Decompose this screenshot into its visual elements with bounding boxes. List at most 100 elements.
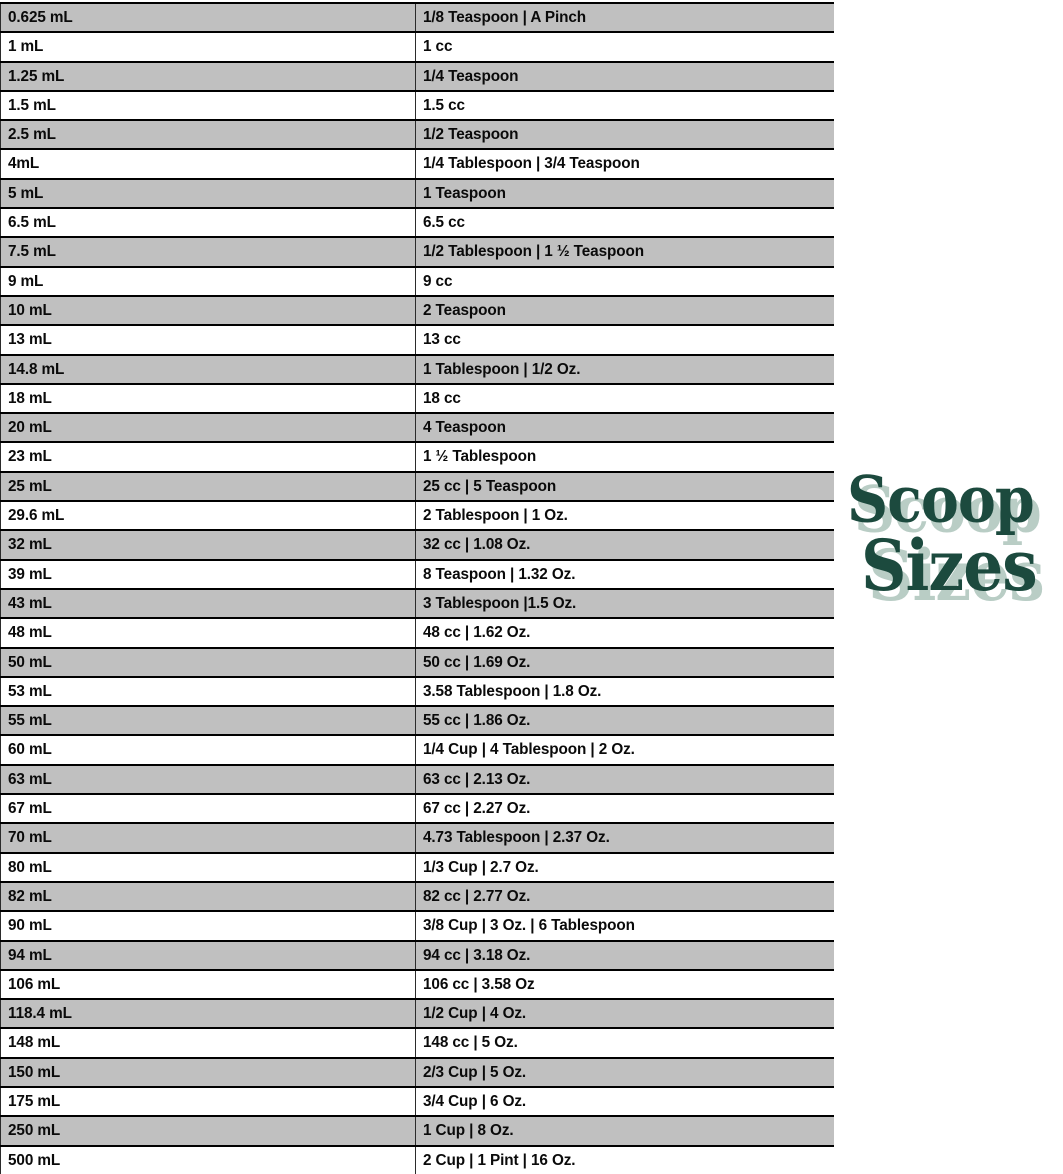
table-row: 250 mL 1 Cup | 8 Oz. — [0, 1115, 834, 1147]
table-row: 63 mL 63 cc | 2.13 Oz. — [0, 763, 834, 796]
table-row: 6.5 mL 6.5 cc — [0, 208, 834, 238]
table-row: 50 mL 50 cc | 1.69 Oz. — [0, 646, 834, 678]
cell-equivalents: 1 Teaspoon — [415, 177, 834, 210]
table-row: 13 mL 13 cc — [0, 325, 834, 355]
cell-volume-ml: 500 mL — [0, 1145, 416, 1174]
cell-volume-ml: 90 mL — [0, 911, 416, 941]
cell-equivalents: 1/8 Teaspoon | A Pinch — [415, 1, 834, 34]
table-row: 2.5 mL 1/2 Teaspoon — [0, 119, 834, 151]
cell-equivalents: 8 Teaspoon | 1.32 Oz. — [415, 559, 834, 589]
cell-volume-ml: 48 mL — [0, 618, 416, 648]
table-row: 1 mL 1 cc — [0, 32, 834, 62]
cell-volume-ml: 20 mL — [0, 412, 416, 444]
cell-volume-ml: 29.6 mL — [0, 501, 416, 531]
table-body: 0.625 mL 1/8 Teaspoon | A Pinch 1 mL 1 cc 1.… — [0, 1, 834, 1174]
table-row: 90 mL 3/8 Cup | 3 Oz. | 6 Tablespoon — [0, 911, 834, 941]
cell-volume-ml: 6.5 mL — [0, 208, 416, 238]
cell-equivalents: 63 cc | 2.13 Oz. — [415, 763, 834, 796]
cell-equivalents: 13 cc — [415, 325, 834, 355]
cell-equivalents: 1.5 cc — [415, 90, 834, 121]
cell-volume-ml: 32 mL — [0, 529, 416, 561]
cell-volume-ml: 55 mL — [0, 705, 416, 737]
cell-volume-ml: 13 mL — [0, 325, 416, 355]
cell-equivalents: 1 Tablespoon | 1/2 Oz. — [415, 353, 834, 385]
cell-volume-ml: 150 mL — [0, 1056, 416, 1088]
cell-volume-ml: 175 mL — [0, 1086, 416, 1117]
cell-equivalents: 3 Tablespoon |1.5 Oz. — [415, 587, 834, 620]
table-row: 5 mL 1 Teaspoon — [0, 177, 834, 210]
table-row: 9 mL 9 cc — [0, 266, 834, 296]
table-row: 60 mL 1/4 Cup | 4 Tablespoon | 2 Oz. — [0, 735, 834, 765]
table-row: 39 mL 8 Teaspoon | 1.32 Oz. — [0, 559, 834, 589]
scoop-sizes-logo: Scoop Sizes — [843, 462, 1063, 622]
cell-volume-ml: 14.8 mL — [0, 353, 416, 385]
cell-equivalents: 25 cc | 5 Teaspoon — [415, 470, 834, 503]
cell-equivalents: 32 cc | 1.08 Oz. — [415, 529, 834, 561]
cell-equivalents: 2 Tablespoon | 1 Oz. — [415, 501, 834, 531]
cell-equivalents: 6.5 cc — [415, 208, 834, 238]
cell-volume-ml: 23 mL — [0, 442, 416, 472]
table-row: 55 mL 55 cc | 1.86 Oz. — [0, 705, 834, 737]
scoop-size-conversion-table: 0.625 mL 1/8 Teaspoon | A Pinch 1 mL 1 cc 1.… — [0, 1, 834, 1174]
table-row: 48 mL 48 cc | 1.62 Oz. — [0, 618, 834, 648]
cell-volume-ml: 25 mL — [0, 470, 416, 503]
cell-volume-ml: 60 mL — [0, 735, 416, 765]
table-row: 0.625 mL 1/8 Teaspoon | A Pinch — [0, 1, 834, 34]
cell-volume-ml: 82 mL — [0, 880, 416, 913]
cell-equivalents: 4.73 Tablespoon | 2.37 Oz. — [415, 822, 834, 854]
cell-volume-ml: 106 mL — [0, 969, 416, 1000]
cell-equivalents: 48 cc | 1.62 Oz. — [415, 618, 834, 648]
table-row: 1.5 mL 1.5 cc — [0, 90, 834, 121]
cell-volume-ml: 2.5 mL — [0, 119, 416, 151]
table-row: 175 mL 3/4 Cup | 6 Oz. — [0, 1086, 834, 1117]
table-row: 20 mL 4 Teaspoon — [0, 412, 834, 444]
table-row: 25 mL 25 cc | 5 Teaspoon — [0, 470, 834, 503]
cell-equivalents: 2/3 Cup | 5 Oz. — [415, 1056, 834, 1088]
table-row: 80 mL 1/3 Cup | 2.7 Oz. — [0, 852, 834, 882]
cell-equivalents: 1/4 Teaspoon — [415, 60, 834, 92]
logo-line-sizes: Sizes — [861, 524, 1038, 607]
table-row: 500 mL 2 Cup | 1 Pint | 16 Oz. — [0, 1145, 834, 1174]
cell-equivalents: 1/2 Tablespoon | 1 ½ Teaspoon — [415, 236, 834, 268]
cell-equivalents: 2 Teaspoon — [415, 294, 834, 327]
cell-equivalents: 4 Teaspoon — [415, 412, 834, 444]
table-row: 43 mL 3 Tablespoon |1.5 Oz. — [0, 587, 834, 620]
table-row: 23 mL 1 ½ Tablespoon — [0, 442, 834, 472]
cell-equivalents: 2 Cup | 1 Pint | 16 Oz. — [415, 1145, 834, 1174]
table-row: 32 mL 32 cc | 1.08 Oz. — [0, 529, 834, 561]
cell-equivalents: 1/2 Cup | 4 Oz. — [415, 998, 834, 1030]
cell-equivalents: 1 Cup | 8 Oz. — [415, 1115, 834, 1147]
table-row: 1.25 mL 1/4 Teaspoon — [0, 60, 834, 92]
table-row: 106 mL 106 cc | 3.58 Oz — [0, 969, 834, 1000]
table-row: 70 mL 4.73 Tablespoon | 2.37 Oz. — [0, 822, 834, 854]
table-row: 29.6 mL 2 Tablespoon | 1 Oz. — [0, 501, 834, 531]
cell-volume-ml: 53 mL — [0, 676, 416, 707]
cell-volume-ml: 5 mL — [0, 177, 416, 210]
cell-equivalents: 148 cc | 5 Oz. — [415, 1028, 834, 1058]
cell-volume-ml: 43 mL — [0, 587, 416, 620]
cell-volume-ml: 148 mL — [0, 1028, 416, 1058]
cell-volume-ml: 39 mL — [0, 559, 416, 589]
cell-volume-ml: 18 mL — [0, 383, 416, 414]
cell-equivalents: 1 cc — [415, 32, 834, 62]
cell-volume-ml: 50 mL — [0, 646, 416, 678]
cell-equivalents: 50 cc | 1.69 Oz. — [415, 646, 834, 678]
table-row: 18 mL 18 cc — [0, 383, 834, 414]
table-row: 53 mL 3.58 Tablespoon | 1.8 Oz. — [0, 676, 834, 707]
table-row: 7.5 mL 1/2 Tablespoon | 1 ½ Teaspoon — [0, 236, 834, 268]
table-row: 150 mL 2/3 Cup | 5 Oz. — [0, 1056, 834, 1088]
cell-volume-ml: 63 mL — [0, 763, 416, 796]
cell-equivalents: 1 ½ Tablespoon — [415, 442, 834, 472]
cell-volume-ml: 9 mL — [0, 266, 416, 296]
cell-equivalents: 55 cc | 1.86 Oz. — [415, 705, 834, 737]
cell-volume-ml: 1.25 mL — [0, 60, 416, 92]
cell-equivalents: 82 cc | 2.77 Oz. — [415, 880, 834, 913]
logo-line-scoop: Scoop — [847, 462, 1035, 538]
table-row: 94 mL 94 cc | 3.18 Oz. — [0, 939, 834, 971]
cell-equivalents: 106 cc | 3.58 Oz — [415, 969, 834, 1000]
cell-equivalents: 1/4 Tablespoon | 3/4 Teaspoon — [415, 149, 834, 179]
cell-equivalents: 1/4 Cup | 4 Tablespoon | 2 Oz. — [415, 735, 834, 765]
cell-volume-ml: 67 mL — [0, 794, 416, 824]
table-row: 148 mL 148 cc | 5 Oz. — [0, 1028, 834, 1058]
